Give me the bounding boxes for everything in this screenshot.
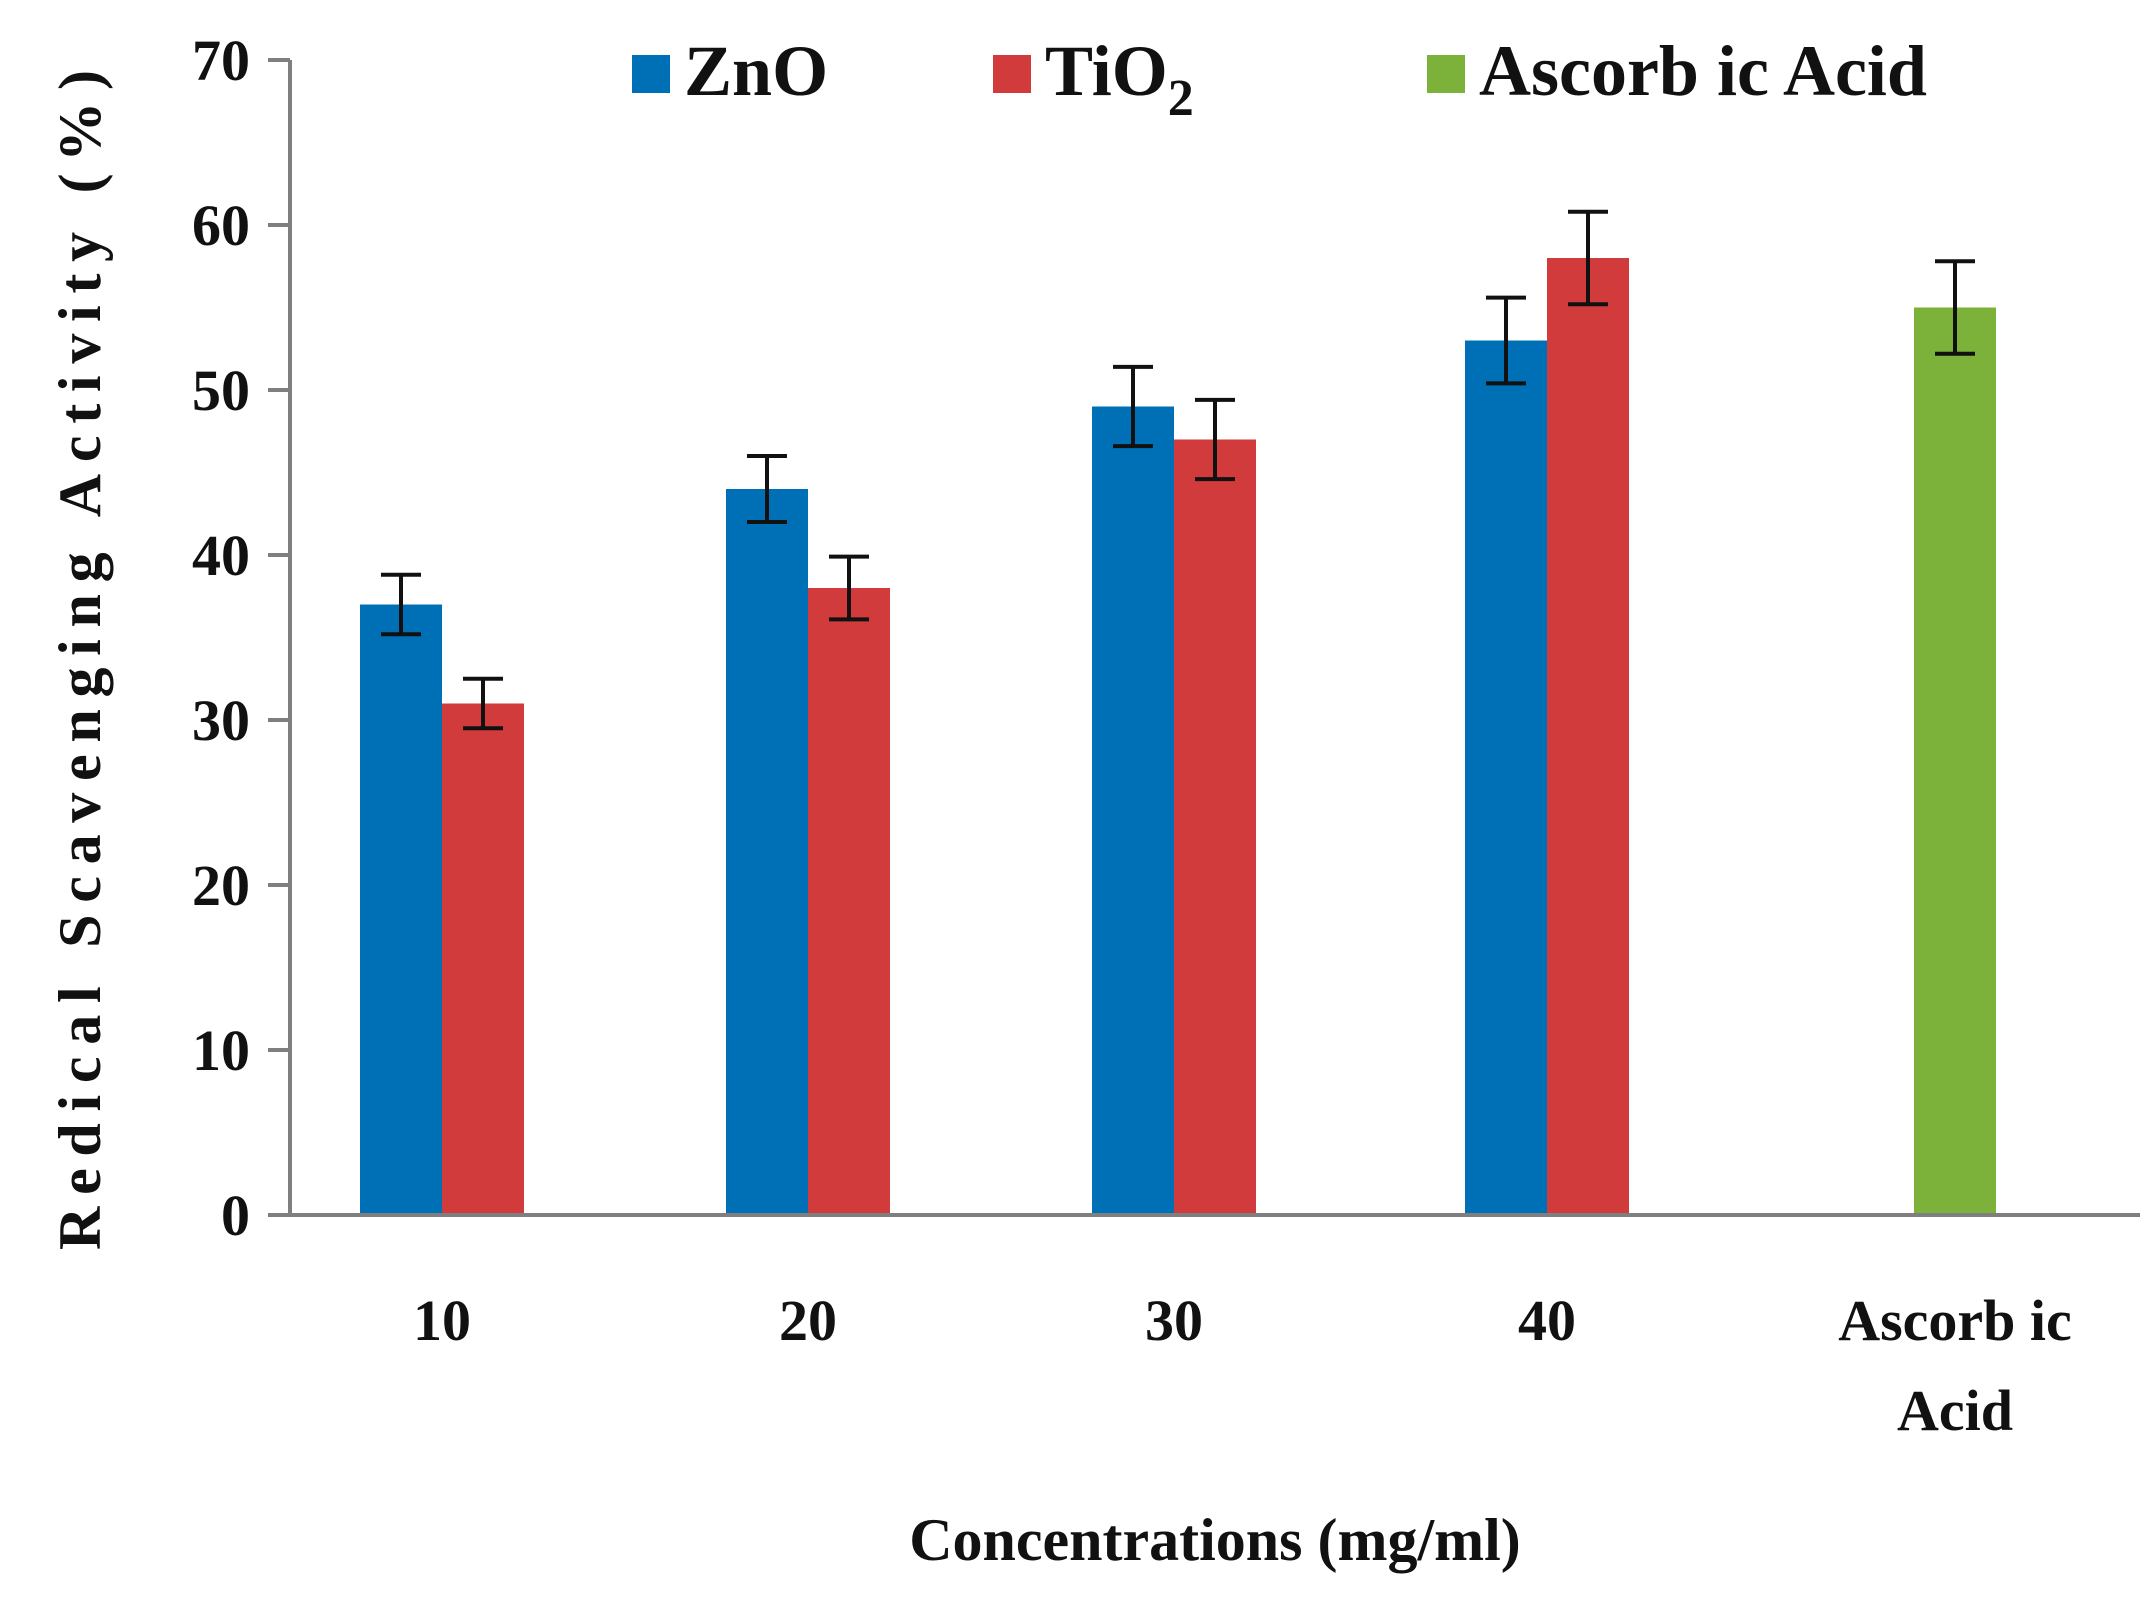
bar-zno-40 bbox=[1465, 340, 1547, 1215]
bar-ascorbic-acid-ascorbic-acid bbox=[1914, 307, 1996, 1215]
y-axis-ticks: 0 10 20 30 40 50 60 70 bbox=[192, 28, 290, 1248]
legend-label: ZnO bbox=[684, 31, 828, 111]
bar-tio2-20 bbox=[808, 588, 890, 1215]
y-axis-title: Redical Scavenging Activity (%) bbox=[47, 70, 113, 1250]
y-tick-label: 0 bbox=[221, 1183, 250, 1248]
error-bar bbox=[829, 554, 869, 622]
bar-zno-30 bbox=[1092, 406, 1174, 1215]
bar-tio2-30 bbox=[1174, 439, 1256, 1215]
y-tick-label: 20 bbox=[192, 853, 250, 918]
error-bar bbox=[1568, 209, 1608, 307]
legend-item-zno: ZnO bbox=[632, 31, 828, 111]
legend-swatch bbox=[1427, 55, 1465, 93]
x-tick-label: 30 bbox=[1145, 1288, 1203, 1353]
bar-tio2-40 bbox=[1547, 258, 1629, 1215]
x-tick-label: Acid bbox=[1897, 1378, 2013, 1443]
x-tick-label: 40 bbox=[1518, 1288, 1576, 1353]
x-axis-title: Concentrations (mg/ml) bbox=[909, 1507, 1521, 1573]
x-tick-label: Ascorb ic bbox=[1838, 1288, 2072, 1353]
bar-zno-20 bbox=[726, 489, 808, 1215]
x-tick-label: 10 bbox=[413, 1288, 471, 1353]
bar-tio2-10 bbox=[442, 703, 524, 1215]
legend-label: Ascorb ic Acid bbox=[1479, 31, 1927, 111]
y-tick-label: 50 bbox=[192, 358, 250, 423]
error-bar bbox=[1935, 259, 1975, 356]
error-bar bbox=[1113, 364, 1153, 449]
bar-zno-10 bbox=[360, 604, 442, 1215]
y-tick-label: 40 bbox=[192, 523, 250, 588]
y-tick-label: 10 bbox=[192, 1018, 250, 1083]
error-bar bbox=[747, 454, 787, 524]
error-bar bbox=[463, 676, 503, 731]
error-bars bbox=[381, 209, 1975, 731]
y-tick-label: 60 bbox=[192, 193, 250, 258]
legend-swatch bbox=[993, 55, 1031, 93]
error-bar bbox=[1486, 295, 1526, 386]
legend: ZnO TiO2 Ascorb ic Acid bbox=[632, 31, 1927, 127]
error-bar bbox=[381, 572, 421, 637]
legend-item-ascorbic-acid: Ascorb ic Acid bbox=[1427, 31, 1927, 111]
legend-swatch bbox=[632, 55, 670, 93]
y-tick-label: 30 bbox=[192, 688, 250, 753]
y-tick-label: 70 bbox=[192, 28, 250, 93]
legend-label: TiO2 bbox=[1045, 31, 1194, 127]
x-tick-label: 20 bbox=[779, 1288, 837, 1353]
x-tick-labels: 10 20 30 40 Ascorb ic Acid bbox=[413, 1288, 2072, 1443]
bars bbox=[360, 258, 1996, 1215]
error-bar bbox=[1195, 397, 1235, 482]
legend-item-tio2: TiO2 bbox=[993, 31, 1194, 127]
